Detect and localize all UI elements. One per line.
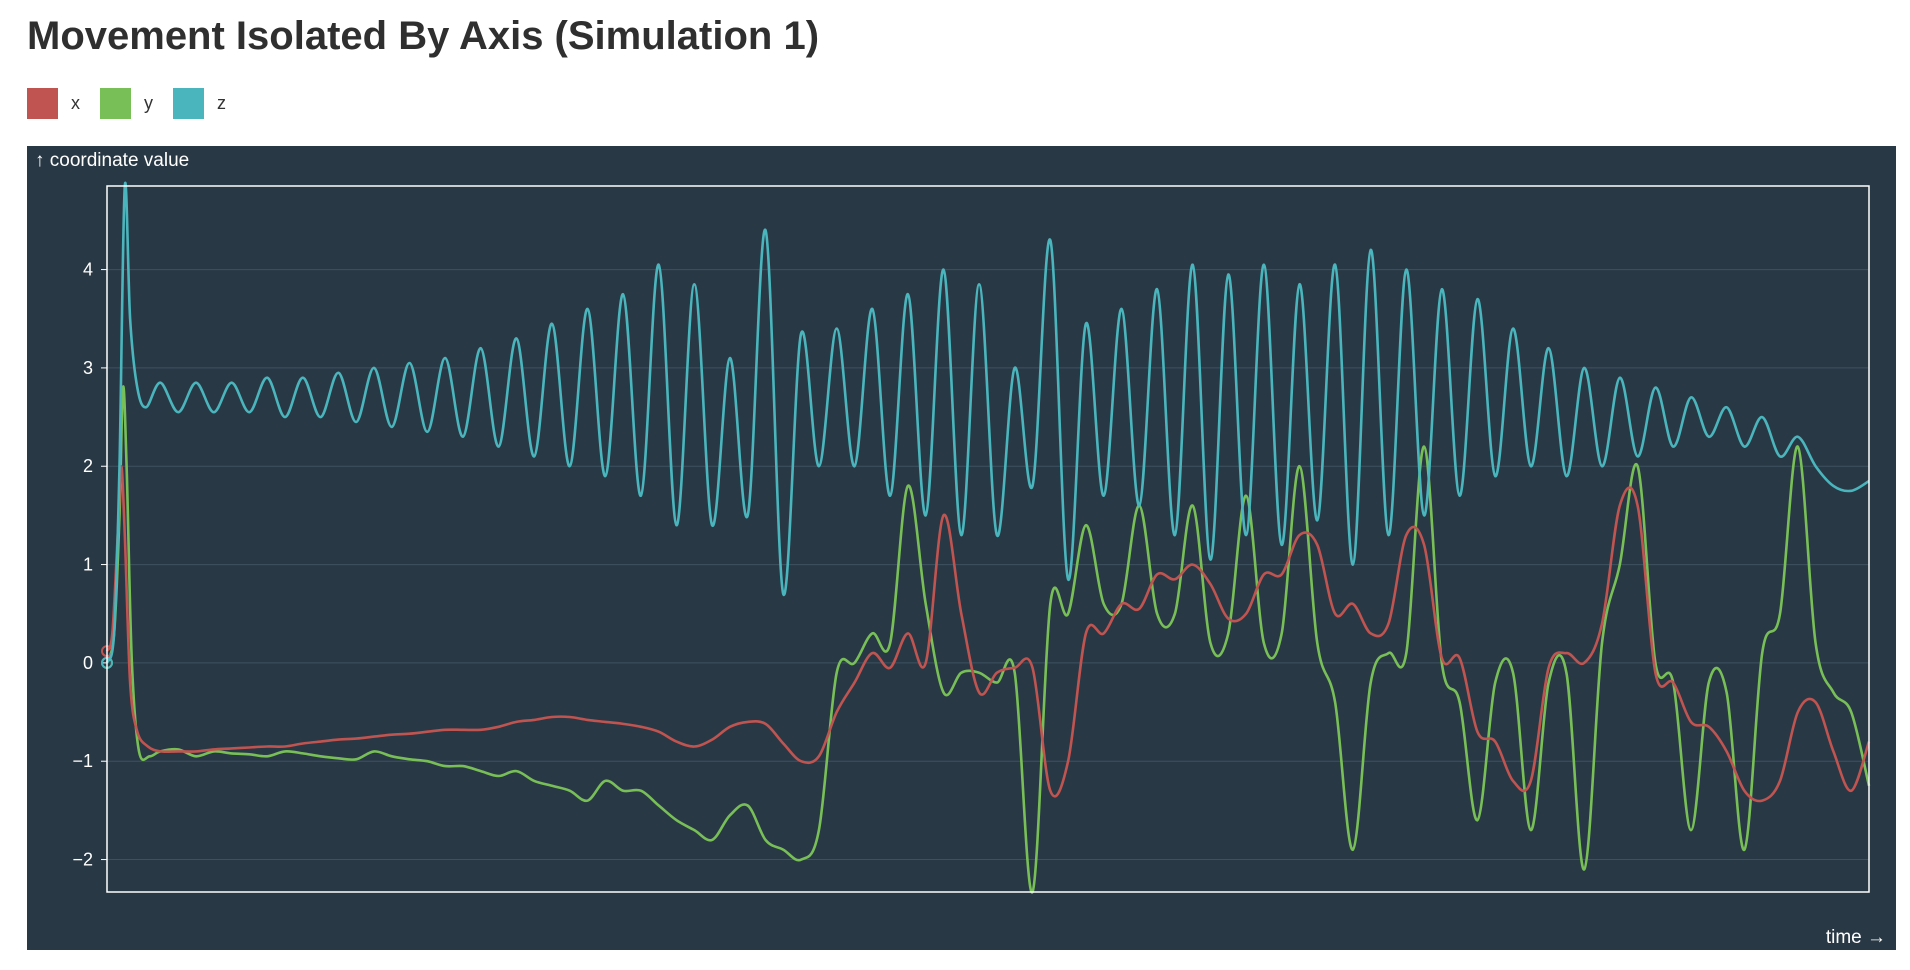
legend-item-x[interactable]: x <box>27 87 80 119</box>
legend: x y z <box>27 87 246 119</box>
series-line-x[interactable] <box>105 464 1871 803</box>
plot-frame <box>106 185 1870 893</box>
y-tick-label: −1 <box>72 751 93 771</box>
series-line-y[interactable] <box>105 385 1871 894</box>
series-lines <box>101 181 1871 894</box>
y-axis-ticks: −2 −1 0 1 2 3 4 <box>72 260 107 870</box>
legend-swatch-y <box>100 87 131 119</box>
y-axis-title: ↑ coordinate value <box>35 150 189 171</box>
legend-swatch-x <box>27 87 58 119</box>
legend-label-y: y <box>144 92 153 113</box>
chart-area[interactable]: −2 −1 0 1 2 3 4 ↑ coordinate value time → <box>27 146 1896 950</box>
y-tick-label: −2 <box>72 850 93 870</box>
y-tick-label: 3 <box>83 358 93 378</box>
y-tick-label: 1 <box>83 555 93 575</box>
legend-swatch-z <box>173 87 204 119</box>
legend-item-y[interactable]: y <box>100 87 153 119</box>
line-chart[interactable]: −2 −1 0 1 2 3 4 ↑ coordinate value time → <box>27 146 1896 950</box>
y-tick-label: 4 <box>83 260 93 280</box>
legend-item-z[interactable]: z <box>173 87 226 119</box>
x-axis-title: time → <box>1826 927 1886 948</box>
series-line-z[interactable] <box>105 181 1870 664</box>
legend-label-z: z <box>217 92 226 113</box>
grid-lines <box>107 269 1869 861</box>
y-tick-label: 2 <box>83 456 93 476</box>
y-tick-label: 0 <box>83 653 93 673</box>
legend-label-x: x <box>71 92 80 113</box>
chart-title: Movement Isolated By Axis (Simulation 1) <box>27 14 820 58</box>
